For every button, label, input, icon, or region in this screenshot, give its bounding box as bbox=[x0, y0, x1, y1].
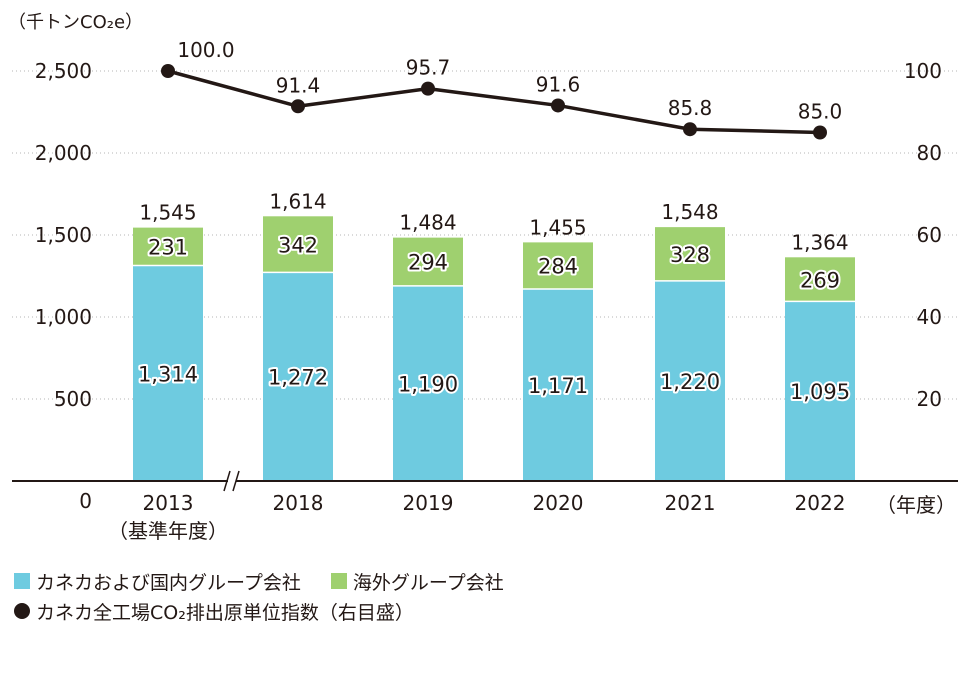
legend-item-domestic: カネカおよび国内グループ会社 bbox=[14, 568, 301, 595]
axes bbox=[12, 467, 958, 495]
index-line: 100.0 91.4 95.7 91.6 85.8 85.0 bbox=[161, 38, 842, 140]
legend-row-1: カネカおよび国内グループ会社 海外グループ会社 bbox=[14, 566, 534, 596]
category-label: 2022 bbox=[795, 491, 846, 515]
bar-label-overseas: 342 bbox=[278, 233, 318, 257]
bar-overseas bbox=[655, 227, 725, 281]
bar-total-label: 1,548 bbox=[661, 200, 718, 224]
legend: カネカおよび国内グループ会社 海外グループ会社 カネカ全工場CO₂排出原単位指数… bbox=[14, 566, 534, 626]
bar-domestic bbox=[133, 265, 203, 481]
bar-domestic bbox=[393, 285, 463, 481]
axis-break-gap bbox=[228, 467, 236, 495]
bar-label-overseas: 294 bbox=[408, 251, 448, 275]
index-label: 85.8 bbox=[668, 96, 713, 120]
y-left-tick: 2,500 bbox=[35, 59, 92, 83]
bar-label-overseas: 328 bbox=[670, 243, 710, 267]
legend-item-overseas: 海外グループ会社 bbox=[330, 568, 504, 595]
index-label: 91.6 bbox=[536, 72, 581, 96]
bar-domestic bbox=[523, 288, 593, 481]
bar-label-domestic: 1,220 bbox=[660, 370, 720, 394]
bar-overseas bbox=[785, 257, 855, 302]
index-point bbox=[161, 64, 175, 78]
y-left-tick: 500 bbox=[54, 387, 92, 411]
bar-total-label: 1,614 bbox=[269, 189, 326, 213]
x-unit: （年度） bbox=[876, 493, 956, 517]
bar-domestic bbox=[655, 280, 725, 481]
index-point bbox=[813, 125, 827, 140]
axis-break-mark bbox=[232, 470, 240, 492]
index-label: 95.7 bbox=[406, 56, 451, 80]
category-label: 2021 bbox=[665, 491, 716, 515]
index-point bbox=[421, 81, 435, 96]
y-left-tick: 0 bbox=[79, 489, 92, 513]
legend-swatch-overseas bbox=[330, 573, 347, 589]
legend-label-index: カネカ全工場CO₂排出原単位指数（右目盛） bbox=[36, 601, 414, 624]
bar-label-domestic: 1,314 bbox=[138, 362, 198, 386]
bar-domestic bbox=[785, 301, 855, 481]
y-right-tick: 20 bbox=[917, 387, 942, 411]
bar-overseas bbox=[133, 227, 203, 266]
bar-total-label: 1,455 bbox=[529, 215, 586, 239]
bar-label-domestic: 1,095 bbox=[790, 380, 850, 404]
category-labels: 2013 2018 2019 2020 2021 2022 bbox=[143, 491, 846, 515]
bar-label-overseas: 284 bbox=[538, 255, 578, 279]
chart: 1,314 231 1,545 1,272 342 1,614 1,190 294 1,484 1… bbox=[8, 12, 958, 543]
bar-label-domestic: 1,171 bbox=[528, 374, 588, 398]
legend-dot-index bbox=[14, 603, 30, 619]
legend-item-index: カネカ全工場CO₂排出原単位指数（右目盛） bbox=[14, 598, 414, 625]
y-left-unit: （千トンCO₂e） bbox=[8, 12, 143, 33]
bar-overseas bbox=[263, 216, 333, 273]
bar-label-overseas: 269 bbox=[800, 268, 840, 292]
bars: 1,314 231 1,545 1,272 342 1,614 1,190 294 1,484 1… bbox=[133, 189, 855, 481]
bar-label-overseas: 231 bbox=[148, 236, 188, 260]
bar-overseas bbox=[523, 242, 593, 289]
index-label: 91.4 bbox=[276, 73, 321, 97]
legend-label-overseas: 海外グループ会社 bbox=[352, 571, 504, 594]
base-year-note: （基準年度） bbox=[108, 519, 228, 543]
category-label: 2013 bbox=[143, 491, 194, 515]
category-label: 2018 bbox=[273, 491, 324, 515]
index-point bbox=[683, 122, 697, 137]
category-label: 2019 bbox=[403, 491, 454, 515]
legend-swatch-domestic bbox=[14, 573, 30, 589]
bar-total-label: 1,484 bbox=[399, 211, 456, 235]
y-right-tick: 60 bbox=[917, 223, 942, 247]
y-right-tick: 80 bbox=[917, 141, 942, 165]
bar-total-label: 1,364 bbox=[791, 230, 848, 254]
y-left-tick: 1,000 bbox=[35, 305, 92, 329]
legend-row-2: カネカ全工場CO₂排出原単位指数（右目盛） bbox=[14, 596, 534, 626]
bar-overseas bbox=[393, 237, 463, 286]
index-point bbox=[551, 98, 565, 113]
y-right-tick: 40 bbox=[917, 305, 942, 329]
y-left-tick: 1,500 bbox=[35, 223, 92, 247]
legend-label-domestic: カネカおよび国内グループ会社 bbox=[36, 571, 301, 594]
index-label: 85.0 bbox=[798, 100, 843, 124]
axis-break-mark bbox=[223, 470, 231, 492]
tick-labels: 0 500 1,000 1,500 2,000 2,500 20 40 60 80 100 bbox=[35, 59, 942, 513]
index-point bbox=[291, 99, 305, 114]
y-right-tick: 100 bbox=[904, 59, 942, 83]
bar-domestic bbox=[263, 272, 333, 481]
bar-label-domestic: 1,272 bbox=[268, 366, 328, 390]
category-label: 2020 bbox=[533, 491, 584, 515]
index-label: 100.0 bbox=[177, 38, 234, 62]
y-left-tick: 2,000 bbox=[35, 141, 92, 165]
bar-total-label: 1,545 bbox=[139, 201, 196, 225]
index-line-path bbox=[167, 69, 821, 135]
bar-label-domestic: 1,190 bbox=[398, 372, 458, 396]
